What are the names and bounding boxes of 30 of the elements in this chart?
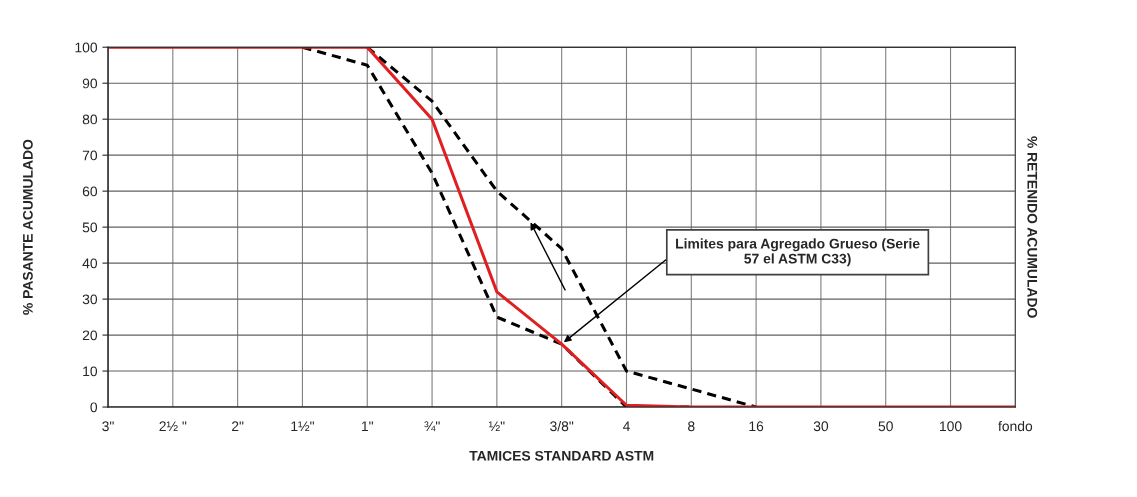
- x-axis-title: TAMICES STANDARD ASTM: [469, 450, 654, 461]
- y-tick-label: 10: [83, 366, 98, 377]
- x-tick-label: ½": [489, 421, 505, 431]
- y-axis-title: % PASANTE ACUMULADO: [22, 139, 33, 315]
- x-tick-label: 1½": [291, 421, 314, 431]
- y-tick-label: 70: [82, 150, 98, 161]
- y-tick-label: 50: [82, 222, 98, 233]
- y-tick-label: 20: [82, 330, 98, 341]
- x-tick-label: 2": [232, 421, 244, 431]
- y-tick-label: 30: [82, 294, 98, 305]
- y-tick-label: 40: [82, 258, 98, 269]
- annotation: Limites para Agregado Grueso (Serie 57 el ASTM C33): [676, 238, 920, 267]
- x-tick-label: 4: [622, 421, 630, 431]
- x-tick-label: fondo: [998, 420, 1033, 432]
- x-tick-label: ¾": [424, 421, 440, 432]
- x-tick-label: 30: [813, 421, 829, 432]
- x-tick-label: 50: [878, 421, 893, 432]
- x-tick-label: 1": [361, 421, 373, 431]
- y-tick-label: 0: [90, 402, 98, 413]
- x-tick-label: 3/8": [550, 420, 574, 432]
- x-tick-label: 100: [940, 421, 962, 432]
- x-tick-label: 2½ ": [159, 421, 187, 431]
- y-tick-label: 60: [82, 186, 98, 197]
- y-tick-label: 100: [75, 42, 98, 53]
- x-tick-label: 8: [688, 421, 695, 432]
- x-tick-label: 16: [749, 421, 764, 432]
- y-tick-label: 90: [82, 78, 98, 89]
- y2-axis-title: % RETENIDO ACUMULADO: [1027, 136, 1038, 318]
- x-tick-label: 3": [102, 421, 114, 432]
- y-tick-label: 80: [82, 114, 98, 125]
